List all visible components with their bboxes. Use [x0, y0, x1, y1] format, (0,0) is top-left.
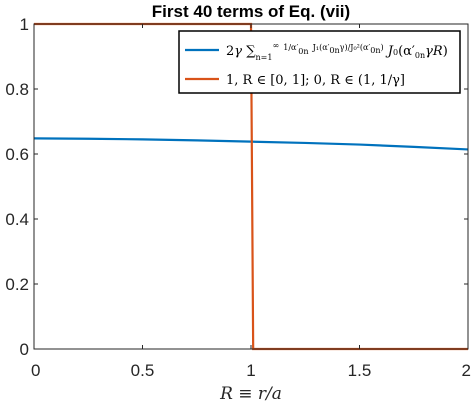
x-tick-label: 1.5 [348, 361, 372, 380]
y-tick-label: 1 [20, 15, 29, 34]
y-tick-label: 0 [20, 340, 29, 359]
y-tick-label: 0.8 [5, 80, 29, 99]
axes-box [33, 23, 469, 350]
y-tick-label: 0.6 [5, 145, 29, 164]
y-tick-label: 0.4 [5, 210, 29, 229]
legend-label-series-1: 2γ ∑n=1∞ 1/α′0n J₁(α′0nγ)/J₀²(α′0n) J0(α… [226, 41, 448, 62]
y-tick-label: 0.2 [5, 275, 29, 294]
legend: 2γ ∑n=1∞ 1/α′0n J₁(α′0nγ)/J₀²(α′0n) J0(α… [178, 30, 461, 94]
legend-box [178, 30, 461, 94]
x-tick-label: 0 [31, 361, 40, 380]
x-tick-label: 1 [246, 361, 255, 380]
tick-layer: 0 0.5 1 1.5 2 0 0.2 0.4 0.6 0.8 1 [5, 15, 471, 380]
chart-title: First 40 terms of Eq. (vii) [152, 2, 350, 21]
x-tick-label: 0.5 [131, 361, 155, 380]
x-tick-label: 2 [462, 361, 471, 380]
legend-label-series-2: 1, R ∈ [0, 1]; 0, R ∈ (1, 1/γ] [226, 73, 405, 88]
x-axis-label: R ≡ r/a [219, 384, 282, 404]
